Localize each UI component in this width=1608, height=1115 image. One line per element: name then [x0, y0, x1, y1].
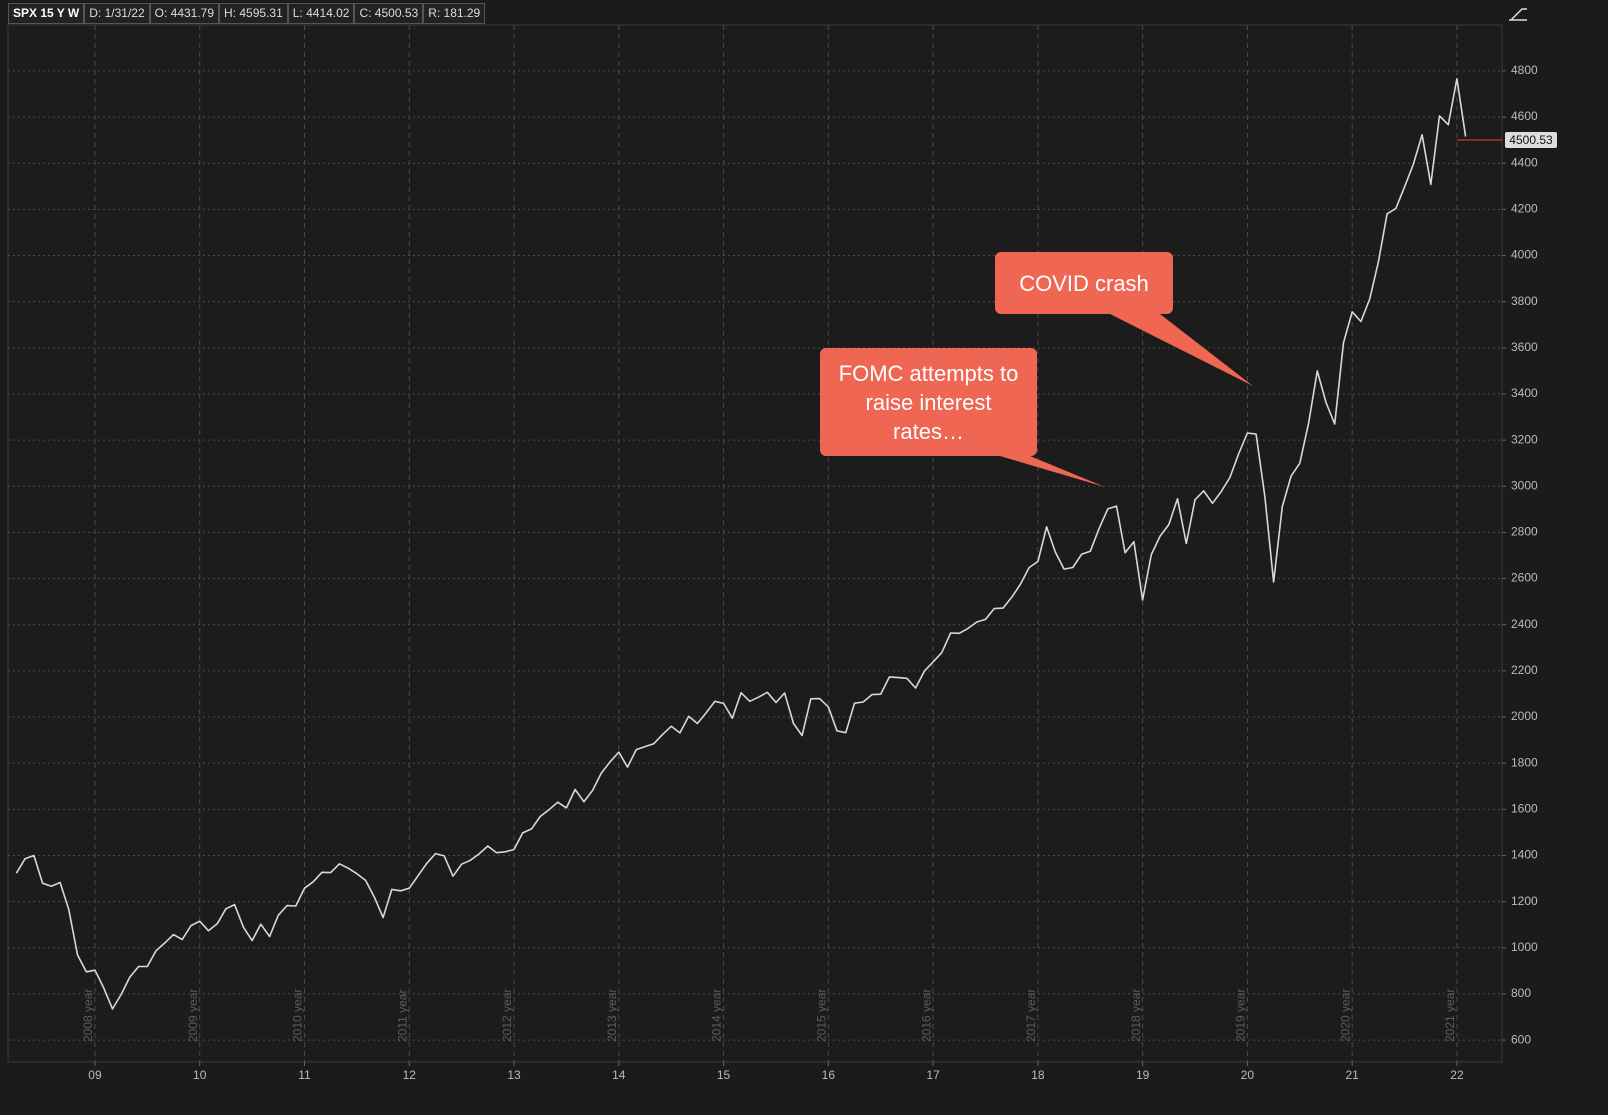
open: O: 4431.79 [149, 3, 220, 24]
last-price-box [1505, 132, 1557, 149]
x-tick-label: 15 [717, 1068, 731, 1082]
price-line [15, 78, 1467, 1010]
y-tick-label: 2200 [1511, 663, 1538, 677]
period-label: 2021 year [1443, 989, 1457, 1042]
high: H: 4595.31 [219, 3, 288, 24]
y-tick-label: 1000 [1511, 940, 1538, 954]
x-tick-label: 22 [1450, 1068, 1464, 1082]
x-tick-label: 20 [1241, 1068, 1255, 1082]
y-tick-label: 4200 [1511, 202, 1538, 216]
x-tick-label: 18 [1031, 1068, 1045, 1082]
period-label: 2012 year [500, 989, 514, 1042]
last-price-label: 4500.53 [1509, 133, 1553, 147]
date: D: 1/31/22 [84, 3, 150, 24]
symbol: SPX 15 Y W [8, 3, 85, 24]
y-tick-label: 600 [1511, 1032, 1531, 1046]
annotation: COVID crash [995, 252, 1173, 314]
y-tick-label: 4800 [1511, 63, 1538, 77]
x-tick-label: 21 [1346, 1068, 1360, 1082]
x-tick-label: 12 [403, 1068, 417, 1082]
y-tick-label: 800 [1511, 986, 1531, 1000]
callout-pointer [1000, 456, 1105, 487]
period-label: 2018 year [1129, 989, 1143, 1042]
period-label: 2019 year [1234, 989, 1248, 1042]
period-label: 2008 year [81, 989, 95, 1042]
period-label: 2014 year [710, 989, 724, 1042]
range: R: 181.29 [423, 3, 486, 24]
close: C: 4500.53 [354, 3, 424, 24]
low: L: 4414.02 [287, 3, 355, 24]
y-tick-label: 1400 [1511, 848, 1538, 862]
period-label: 2016 year [919, 989, 933, 1042]
x-tick-label: 10 [193, 1068, 207, 1082]
callout-pointer [1110, 314, 1253, 386]
chart-icon[interactable] [1509, 8, 1527, 21]
period-label: 2017 year [1024, 989, 1038, 1042]
period-label: 2009 year [186, 989, 200, 1042]
x-tick-label: 11 [298, 1068, 311, 1082]
x-tick-label: 14 [612, 1068, 626, 1082]
y-tick-label: 1600 [1511, 801, 1538, 815]
period-label: 2011 year [395, 990, 409, 1042]
period-label: 2010 year [291, 989, 305, 1042]
x-tick-label: 16 [822, 1068, 836, 1082]
y-tick-label: 3400 [1511, 386, 1538, 400]
y-tick-label: 4600 [1511, 109, 1538, 123]
x-tick-label: 17 [926, 1068, 940, 1082]
x-tick-label: 19 [1136, 1068, 1150, 1082]
y-tick-label: 1200 [1511, 894, 1538, 908]
y-tick-label: 2600 [1511, 571, 1538, 585]
y-tick-label: 2000 [1511, 709, 1538, 723]
x-tick-label: 09 [88, 1068, 102, 1082]
y-tick-label: 3000 [1511, 478, 1538, 492]
y-tick-label: 1800 [1511, 755, 1538, 769]
y-tick-label: 4000 [1511, 248, 1538, 262]
y-tick-label: 3800 [1511, 294, 1538, 308]
period-label: 2020 year [1338, 989, 1352, 1042]
period-label: 2013 year [605, 989, 619, 1042]
header: SPX 15 Y W D: 1/31/22 O: 4431.79 H: 4595… [8, 3, 486, 24]
x-tick-label: 13 [507, 1068, 521, 1082]
plot-area [7, 24, 1503, 1063]
y-tick-label: 4400 [1511, 155, 1538, 169]
y-tick-label: 3600 [1511, 340, 1538, 354]
period-label: 2015 year [815, 989, 829, 1042]
y-tick-label: 2800 [1511, 525, 1538, 539]
y-tick-label: 3200 [1511, 432, 1538, 446]
annotation: FOMC attempts to raise interest rates… [820, 348, 1037, 456]
y-tick-label: 2400 [1511, 617, 1538, 631]
